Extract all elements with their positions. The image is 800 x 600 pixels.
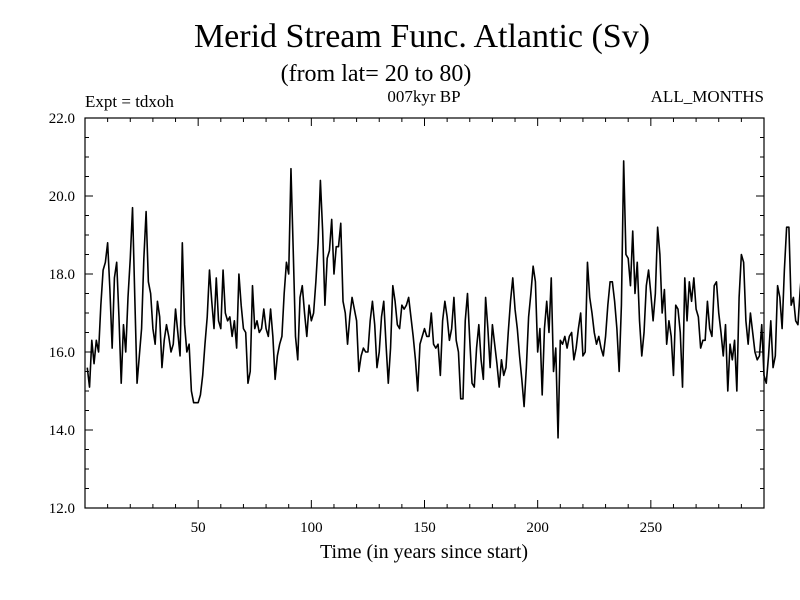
y-tick-label: 14.0 bbox=[49, 423, 75, 439]
period-label: 007kyr BP bbox=[387, 87, 460, 106]
x-tick-label: 150 bbox=[413, 520, 436, 536]
y-tick-label: 22.0 bbox=[49, 111, 75, 127]
y-tick-label: 16.0 bbox=[49, 345, 75, 361]
experiment-label: Expt = tdxoh bbox=[85, 92, 174, 111]
chart-subtitle: (from lat= 20 to 80) bbox=[281, 61, 472, 87]
x-tick-label: 250 bbox=[640, 520, 663, 536]
x-tick-label: 100 bbox=[300, 520, 323, 536]
series-line bbox=[86, 160, 800, 439]
y-tick-label: 12.0 bbox=[49, 501, 75, 517]
x-axis-ticks: 50 100 150 200 250 bbox=[107, 118, 742, 536]
x-tick-label: 200 bbox=[526, 520, 549, 536]
y-tick-label: 18.0 bbox=[49, 267, 75, 283]
y-tick-label: 20.0 bbox=[49, 189, 75, 205]
months-label: ALL_MONTHS bbox=[651, 87, 764, 106]
x-axis-label: Time (in years since start) bbox=[320, 541, 528, 563]
chart-title: Merid Stream Func. Atlantic (Sv) bbox=[194, 18, 650, 55]
y-axis-ticks: 12.0 14.0 16.0 18.0 20.0 22.0 bbox=[49, 111, 764, 517]
x-tick-label: 50 bbox=[191, 520, 206, 536]
plot-frame bbox=[84, 117, 765, 509]
